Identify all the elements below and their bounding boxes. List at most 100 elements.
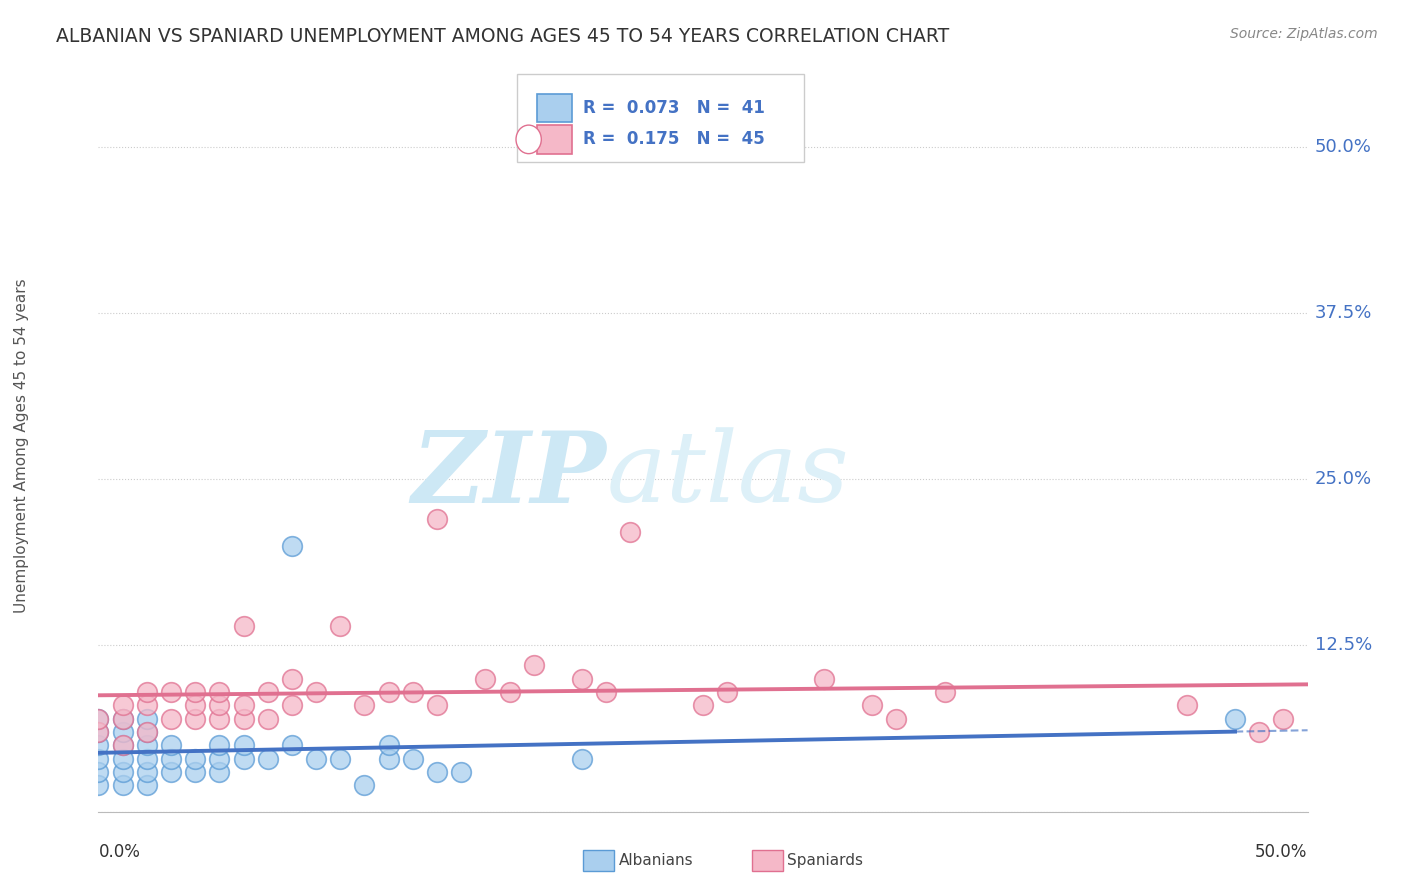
Point <box>135 751 157 765</box>
Point <box>402 685 425 699</box>
Point <box>135 698 157 713</box>
Point <box>87 725 110 739</box>
Text: R =  0.073   N =  41: R = 0.073 N = 41 <box>583 99 765 117</box>
Point <box>232 738 254 752</box>
Point <box>860 698 883 713</box>
Point <box>160 751 183 765</box>
Point <box>160 738 183 752</box>
Point <box>160 685 183 699</box>
Point <box>474 672 496 686</box>
Point <box>523 658 546 673</box>
Point <box>353 698 375 713</box>
Point <box>692 698 714 713</box>
Text: Source: ZipAtlas.com: Source: ZipAtlas.com <box>1230 27 1378 41</box>
Point <box>886 712 908 726</box>
Point <box>208 685 231 699</box>
Point <box>135 738 157 752</box>
Point <box>619 525 641 540</box>
Point <box>184 685 207 699</box>
Point <box>87 712 110 726</box>
Text: R =  0.175   N =  45: R = 0.175 N = 45 <box>583 130 765 148</box>
Point <box>498 685 520 699</box>
Text: ZIP: ZIP <box>412 427 606 524</box>
Point <box>377 751 399 765</box>
Point <box>256 685 278 699</box>
Point <box>232 618 254 632</box>
Text: 12.5%: 12.5% <box>1315 637 1372 655</box>
Point <box>281 539 304 553</box>
Text: 50.0%: 50.0% <box>1315 137 1371 156</box>
Point <box>111 712 134 726</box>
Point <box>571 672 593 686</box>
Point <box>208 764 231 779</box>
Point <box>184 764 207 779</box>
Point <box>135 725 157 739</box>
Point <box>305 751 328 765</box>
Point <box>184 698 207 713</box>
Point <box>232 712 254 726</box>
Text: 37.5%: 37.5% <box>1315 304 1372 322</box>
Text: ALBANIAN VS SPANIARD UNEMPLOYMENT AMONG AGES 45 TO 54 YEARS CORRELATION CHART: ALBANIAN VS SPANIARD UNEMPLOYMENT AMONG … <box>56 27 949 45</box>
Point <box>595 685 617 699</box>
Point <box>281 672 304 686</box>
Point <box>281 698 304 713</box>
Point <box>87 778 110 792</box>
Point <box>232 751 254 765</box>
Point <box>160 712 183 726</box>
Point <box>184 712 207 726</box>
Point <box>135 685 157 699</box>
Point <box>135 712 157 726</box>
Point <box>208 698 231 713</box>
Point <box>1223 712 1246 726</box>
Text: Spaniards: Spaniards <box>787 854 863 868</box>
Point <box>111 751 134 765</box>
Point <box>135 764 157 779</box>
Point <box>111 764 134 779</box>
Point <box>353 778 375 792</box>
Point <box>135 725 157 739</box>
Point <box>208 751 231 765</box>
Point <box>329 751 352 765</box>
Point <box>160 764 183 779</box>
Text: 0.0%: 0.0% <box>98 843 141 861</box>
Point <box>256 712 278 726</box>
Point <box>377 685 399 699</box>
Point <box>1272 712 1295 726</box>
Point <box>135 778 157 792</box>
Point <box>87 751 110 765</box>
Point <box>934 685 956 699</box>
Point <box>111 778 134 792</box>
Point <box>571 751 593 765</box>
Point <box>111 725 134 739</box>
Point <box>87 738 110 752</box>
Point <box>1249 725 1271 739</box>
Point <box>281 738 304 752</box>
Point <box>402 751 425 765</box>
Point <box>111 738 134 752</box>
Point <box>426 764 449 779</box>
Text: atlas: atlas <box>606 427 849 523</box>
Text: 50.0%: 50.0% <box>1256 843 1308 861</box>
Point <box>813 672 835 686</box>
Text: Unemployment Among Ages 45 to 54 years: Unemployment Among Ages 45 to 54 years <box>14 278 28 614</box>
Point <box>305 685 328 699</box>
Point <box>377 738 399 752</box>
Point <box>232 698 254 713</box>
Point <box>426 698 449 713</box>
Point <box>208 712 231 726</box>
Point <box>208 738 231 752</box>
Text: 25.0%: 25.0% <box>1315 470 1372 488</box>
Point <box>256 751 278 765</box>
Point <box>111 712 134 726</box>
Point <box>184 751 207 765</box>
Point <box>716 685 738 699</box>
Point <box>111 698 134 713</box>
Point <box>87 725 110 739</box>
Point <box>450 764 472 779</box>
Point <box>87 764 110 779</box>
Point <box>329 618 352 632</box>
Text: Albanians: Albanians <box>619 854 693 868</box>
Point <box>111 738 134 752</box>
Point <box>87 712 110 726</box>
Point <box>426 512 449 526</box>
